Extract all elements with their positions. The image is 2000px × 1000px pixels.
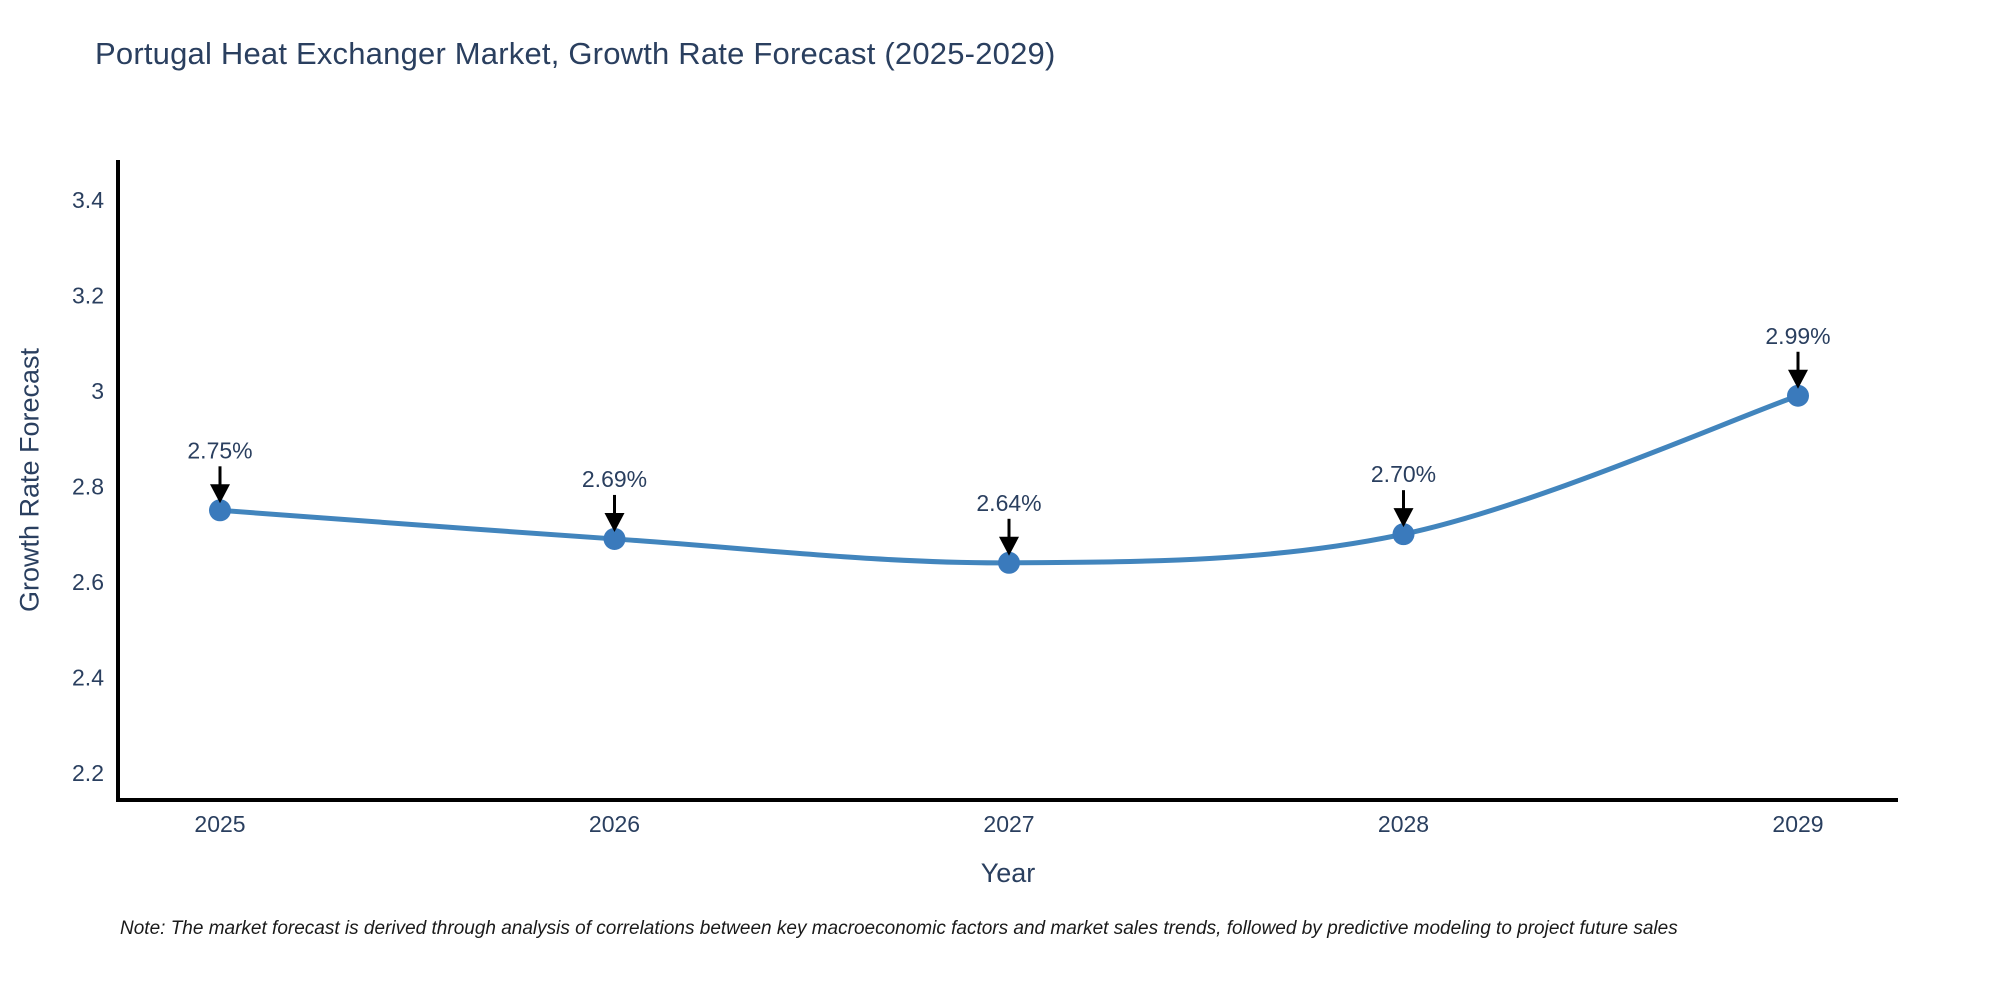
chart-title: Portugal Heat Exchanger Market, Growth R… — [95, 36, 1056, 71]
x-axis-title: Year — [980, 858, 1036, 888]
y-tick-label: 2.2 — [72, 760, 104, 786]
x-tick-label: 2025 — [194, 811, 245, 837]
annotation-label: 2.99% — [1765, 323, 1830, 349]
data-point-marker[interactable] — [998, 551, 1020, 574]
y-tick-label: 2.4 — [72, 664, 104, 690]
data-point-marker[interactable] — [603, 527, 626, 550]
annotation-label: 2.69% — [582, 466, 647, 492]
footnote: Note: The market forecast is derived thr… — [120, 918, 1678, 939]
annotation-arrowhead-icon — [999, 536, 1019, 556]
data-point-marker[interactable] — [209, 499, 231, 522]
y-tick-label: 2.6 — [72, 569, 104, 595]
annotation-arrowhead-icon — [210, 484, 230, 504]
y-tick-label: 2.8 — [72, 473, 104, 499]
data-point-marker[interactable] — [1392, 523, 1415, 546]
x-tick-label: 2029 — [1772, 811, 1823, 837]
data-point-marker[interactable] — [1787, 384, 1809, 407]
annotation-arrowhead-icon — [1788, 369, 1808, 389]
annotation-arrowhead-icon — [604, 512, 625, 532]
y-tick-label: 3 — [91, 378, 104, 404]
annotation-label: 2.64% — [976, 490, 1041, 516]
annotation-label: 2.75% — [187, 437, 252, 463]
x-tick-label: 2028 — [1378, 811, 1429, 837]
x-tick-label: 2026 — [589, 811, 640, 837]
annotation-label: 2.70% — [1371, 461, 1436, 487]
y-axis-title: Growth Rate Forecast — [14, 347, 45, 613]
annotation-arrowhead-icon — [1393, 508, 1414, 528]
y-tick-label: 3.4 — [72, 187, 104, 213]
y-tick-label: 3.2 — [72, 283, 104, 309]
x-tick-label: 2027 — [983, 811, 1034, 837]
